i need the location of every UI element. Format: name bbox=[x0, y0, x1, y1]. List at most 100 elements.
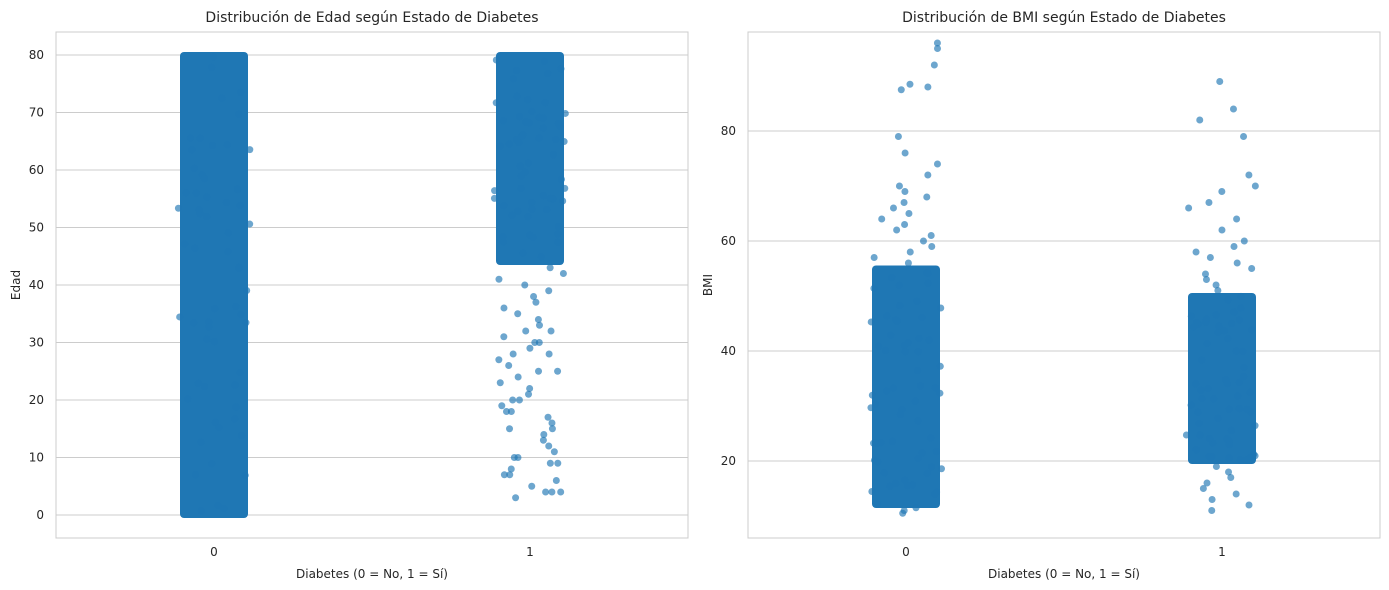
data-point bbox=[1227, 426, 1235, 434]
data-point bbox=[495, 275, 503, 283]
data-point bbox=[528, 205, 536, 213]
y-tick-label: 0 bbox=[36, 508, 44, 522]
data-point bbox=[521, 281, 529, 289]
data-point bbox=[507, 408, 515, 415]
x-axis-label: Diabetes (0 = No, 1 = Sí) bbox=[988, 567, 1140, 581]
data-point bbox=[1232, 490, 1240, 498]
data-point bbox=[246, 220, 254, 228]
data-point bbox=[1240, 363, 1248, 371]
data-point bbox=[933, 160, 941, 168]
data-point bbox=[1212, 463, 1220, 470]
data-point bbox=[500, 304, 508, 312]
data-point bbox=[554, 238, 562, 246]
data-point bbox=[236, 369, 244, 377]
data-point bbox=[897, 86, 905, 94]
data-point bbox=[887, 331, 895, 339]
data-point bbox=[548, 419, 556, 427]
data-point bbox=[560, 138, 568, 146]
data-point bbox=[548, 488, 556, 496]
data-point bbox=[911, 397, 919, 405]
data-point bbox=[210, 338, 218, 346]
data-point bbox=[873, 439, 881, 447]
data-point bbox=[1203, 479, 1211, 487]
data-point bbox=[499, 233, 507, 241]
data-point bbox=[924, 279, 932, 287]
data-point bbox=[915, 334, 923, 342]
data-point bbox=[904, 339, 912, 347]
data-point bbox=[1227, 474, 1235, 481]
data-point bbox=[1251, 422, 1259, 430]
data-point bbox=[246, 146, 254, 154]
data-point bbox=[1246, 454, 1254, 462]
y-tick-label: 40 bbox=[721, 344, 736, 358]
data-point bbox=[549, 151, 557, 159]
data-point bbox=[914, 417, 922, 425]
data-point bbox=[545, 442, 553, 450]
data-point bbox=[1192, 380, 1200, 388]
data-point bbox=[1187, 312, 1195, 320]
data-point bbox=[194, 379, 202, 387]
data-point bbox=[495, 356, 503, 364]
data-point bbox=[906, 80, 914, 88]
data-point bbox=[190, 319, 198, 327]
data-point bbox=[1235, 405, 1243, 413]
data-point bbox=[196, 134, 204, 142]
data-point bbox=[870, 254, 878, 261]
data-point bbox=[514, 310, 522, 318]
data-point bbox=[499, 238, 507, 246]
data-point bbox=[233, 185, 241, 193]
data-point bbox=[224, 248, 232, 256]
y-tick-label: 60 bbox=[721, 234, 736, 248]
data-point bbox=[491, 187, 499, 195]
data-point bbox=[209, 141, 217, 149]
data-point bbox=[539, 124, 547, 132]
data-point bbox=[923, 269, 931, 277]
dense-point-band bbox=[872, 265, 940, 508]
data-point bbox=[1233, 215, 1241, 223]
data-point bbox=[490, 194, 498, 202]
data-point bbox=[882, 346, 890, 354]
data-point bbox=[900, 199, 908, 206]
data-point bbox=[875, 342, 883, 350]
data-point bbox=[883, 387, 891, 395]
data-point bbox=[867, 318, 875, 326]
data-point bbox=[914, 367, 922, 375]
data-point bbox=[552, 477, 560, 484]
data-point bbox=[1240, 133, 1248, 140]
data-point bbox=[539, 436, 547, 444]
data-point bbox=[541, 99, 549, 107]
data-point bbox=[201, 383, 209, 391]
data-point bbox=[492, 56, 500, 64]
data-point bbox=[928, 243, 936, 250]
data-point bbox=[496, 379, 504, 387]
data-point bbox=[923, 469, 931, 477]
data-point bbox=[535, 367, 543, 375]
data-point bbox=[546, 459, 554, 467]
data-point bbox=[539, 192, 547, 200]
data-point bbox=[231, 415, 239, 423]
data-point bbox=[1235, 316, 1243, 324]
data-point bbox=[238, 432, 246, 440]
data-point bbox=[1235, 378, 1243, 386]
plot-frame bbox=[747, 31, 1381, 539]
data-point bbox=[526, 385, 534, 392]
data-point bbox=[896, 302, 904, 310]
data-point bbox=[873, 500, 881, 508]
data-point bbox=[933, 39, 941, 47]
data-point bbox=[555, 222, 563, 230]
data-point bbox=[557, 65, 565, 73]
data-point bbox=[1205, 453, 1213, 461]
data-point bbox=[547, 327, 555, 335]
y-tick-label: 40 bbox=[29, 278, 44, 292]
data-point bbox=[535, 321, 543, 329]
data-point bbox=[1239, 347, 1247, 355]
data-point bbox=[1198, 356, 1206, 364]
data-point bbox=[896, 411, 904, 419]
data-point bbox=[557, 488, 565, 496]
data-point bbox=[1223, 435, 1231, 443]
data-point bbox=[509, 350, 517, 358]
data-point bbox=[1208, 496, 1216, 503]
data-point bbox=[1230, 308, 1238, 316]
data-point bbox=[1248, 265, 1256, 272]
data-point bbox=[932, 448, 940, 456]
